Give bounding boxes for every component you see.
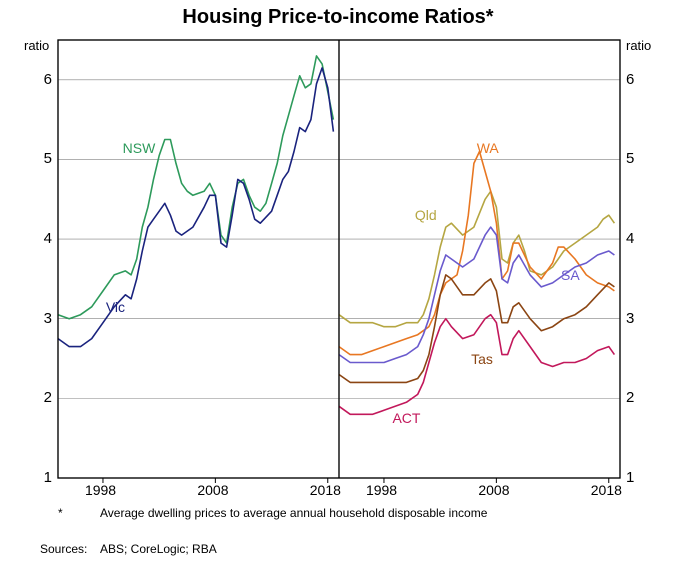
series-label-nsw: NSW	[123, 140, 156, 156]
y-tick-right: 6	[626, 71, 634, 88]
y-tick-left: 6	[44, 71, 52, 88]
y-tick-left: 2	[44, 389, 52, 406]
x-tick: 2018	[310, 482, 341, 498]
footnote-text: Average dwelling prices to average annua…	[100, 506, 620, 520]
series-label-vic: Vic	[106, 299, 125, 315]
x-tick: 2018	[591, 482, 622, 498]
y-label-right: ratio	[626, 38, 651, 53]
series-label-sa: SA	[561, 267, 580, 283]
footnote-marker: *	[58, 506, 63, 520]
x-tick: 2008	[197, 482, 228, 498]
y-tick-right: 5	[626, 150, 634, 167]
series-label-wa: WA	[477, 140, 499, 156]
chart-container: Housing Price-to-income Ratios* ratio ra…	[0, 0, 676, 577]
y-tick-right: 1	[626, 469, 634, 486]
sources-label: Sources:	[40, 542, 87, 556]
x-tick: 1998	[366, 482, 397, 498]
y-tick-left: 3	[44, 310, 52, 327]
x-tick: 2008	[478, 482, 509, 498]
y-tick-right: 4	[626, 230, 634, 247]
series-label-qld: Qld	[415, 207, 437, 223]
x-tick: 1998	[85, 482, 116, 498]
series-label-act: ACT	[392, 410, 420, 426]
series-label-tas: Tas	[471, 351, 493, 367]
sources-text: ABS; CoreLogic; RBA	[100, 542, 217, 556]
y-tick-right: 2	[626, 389, 634, 406]
y-tick-left: 1	[44, 469, 52, 486]
y-label-left: ratio	[24, 38, 49, 53]
y-tick-right: 3	[626, 310, 634, 327]
y-tick-left: 5	[44, 150, 52, 167]
y-tick-left: 4	[44, 230, 52, 247]
